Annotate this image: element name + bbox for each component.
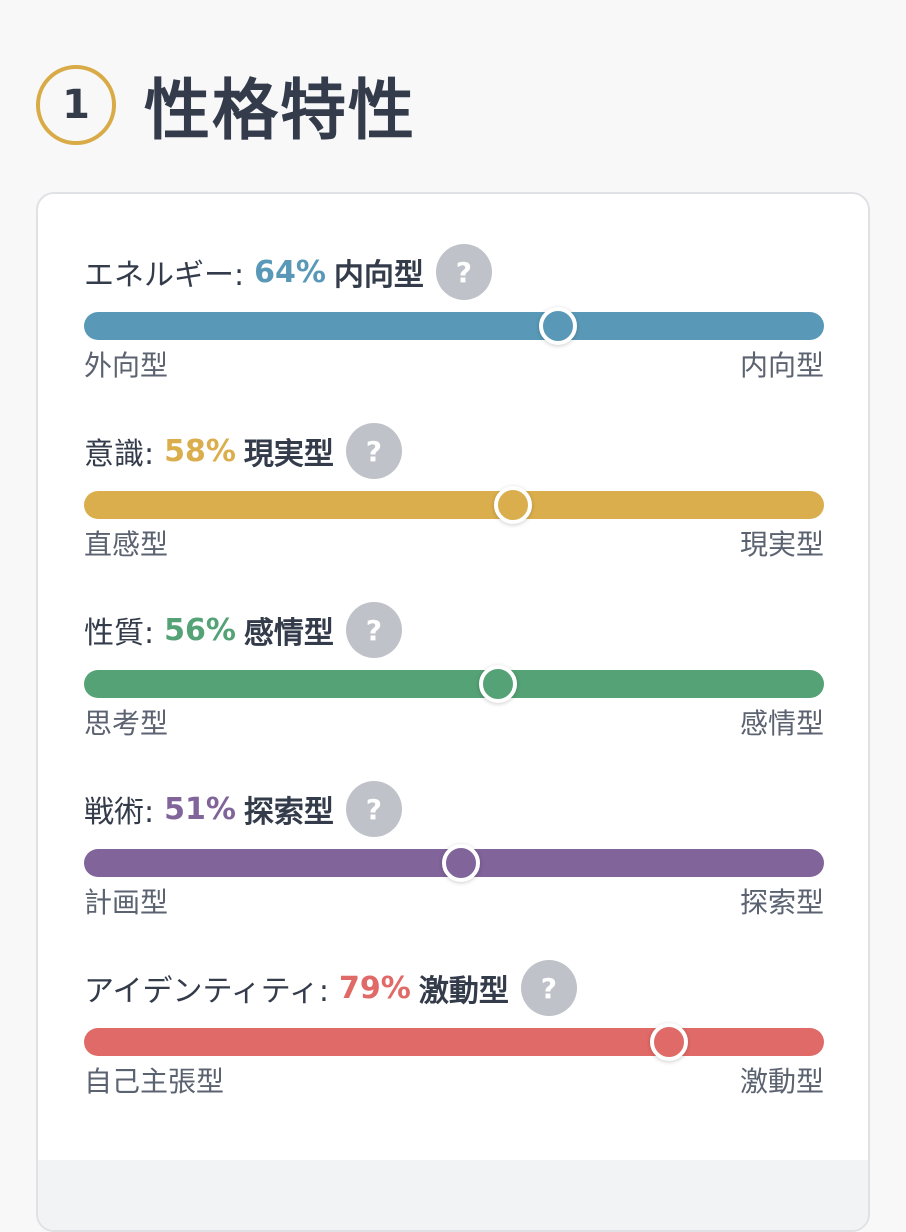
trait-type: 現実型 bbox=[243, 437, 334, 472]
left-pole-label: 思考型 bbox=[84, 707, 169, 740]
section-title: 性格特性 bbox=[144, 72, 416, 149]
trait-label: エネルギー: 64% 内向型 ? bbox=[84, 244, 492, 300]
trait-energy: エネルギー: 64% 内向型 ? 外向型 内向型 bbox=[84, 244, 824, 394]
trait-percent: 56% bbox=[164, 612, 236, 648]
trait-name: 性質: bbox=[84, 616, 155, 651]
right-pole-label: 激動型 bbox=[739, 1065, 824, 1098]
right-pole-label: 現実型 bbox=[739, 528, 824, 561]
trait-identity: アイデンティティ: 79% 激動型 ? 自己主張型 激動型 bbox=[84, 960, 824, 1110]
trait-nature: 性質: 56% 感情型 ? 思考型 感情型 bbox=[84, 602, 824, 752]
slider-knob bbox=[649, 1023, 688, 1061]
help-icon[interactable]: ? bbox=[345, 602, 402, 658]
trait-slider bbox=[84, 307, 824, 345]
trait-label: 意識: 58% 現実型 ? bbox=[84, 423, 402, 479]
left-pole-label: 直感型 bbox=[84, 528, 169, 561]
trait-slider bbox=[84, 486, 824, 524]
trait-slider bbox=[84, 1023, 824, 1061]
card-footer bbox=[38, 1160, 868, 1230]
right-pole-label: 探索型 bbox=[739, 886, 824, 919]
trait-type: 感情型 bbox=[243, 616, 334, 651]
slider-knob bbox=[479, 665, 518, 703]
slider-knob bbox=[538, 307, 577, 345]
left-pole-label: 自己主張型 bbox=[84, 1065, 225, 1098]
trait-percent: 64% bbox=[254, 254, 326, 290]
step-number-badge: 1 bbox=[36, 65, 116, 145]
trait-type: 内向型 bbox=[333, 258, 424, 293]
section-header: 1 性格特性 bbox=[36, 60, 416, 150]
trait-tactics: 戦術: 51% 探索型 ? 計画型 探索型 bbox=[84, 781, 824, 931]
trait-label: 戦術: 51% 探索型 ? bbox=[84, 781, 402, 837]
traits-card: エネルギー: 64% 内向型 ? 外向型 内向型 意識: 58% 現実型 ? 直… bbox=[36, 192, 870, 1232]
left-pole-label: 計画型 bbox=[84, 886, 169, 919]
trait-label: アイデンティティ: 79% 激動型 ? bbox=[84, 960, 577, 1016]
trait-type: 探索型 bbox=[243, 795, 334, 830]
trait-type: 激動型 bbox=[418, 974, 509, 1009]
help-icon[interactable]: ? bbox=[435, 244, 492, 300]
trait-name: アイデンティティ: bbox=[84, 974, 330, 1009]
trait-mind: 意識: 58% 現実型 ? 直感型 現実型 bbox=[84, 423, 824, 573]
trait-slider bbox=[84, 844, 824, 882]
trait-percent: 58% bbox=[164, 433, 236, 469]
slider-knob bbox=[494, 486, 533, 524]
help-icon[interactable]: ? bbox=[345, 781, 402, 837]
trait-name: エネルギー: bbox=[84, 258, 245, 293]
left-pole-label: 外向型 bbox=[84, 349, 169, 382]
help-icon[interactable]: ? bbox=[345, 423, 402, 479]
trait-name: 意識: bbox=[84, 437, 155, 472]
right-pole-label: 感情型 bbox=[739, 707, 824, 740]
help-icon[interactable]: ? bbox=[520, 960, 577, 1016]
slider-knob bbox=[442, 844, 481, 882]
trait-percent: 51% bbox=[164, 791, 236, 827]
trait-name: 戦術: bbox=[84, 795, 155, 830]
right-pole-label: 内向型 bbox=[739, 349, 824, 382]
trait-label: 性質: 56% 感情型 ? bbox=[84, 602, 402, 658]
trait-percent: 79% bbox=[339, 970, 411, 1006]
trait-slider bbox=[84, 665, 824, 703]
